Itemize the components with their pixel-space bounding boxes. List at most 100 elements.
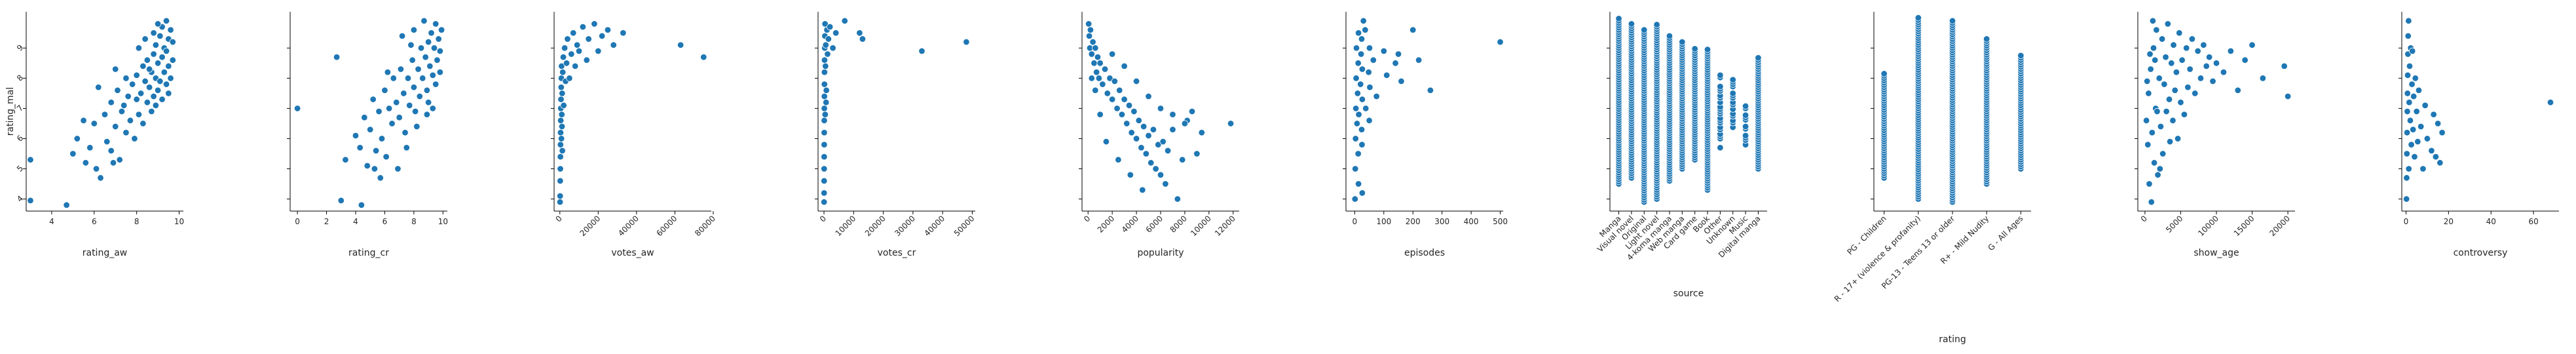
scatter-panel-popularity: 0 2000 4000 6000 8000 10000 12000 popularity xyxy=(1079,12,1239,258)
scatter-point xyxy=(413,123,420,130)
y-tick-label: 6 xyxy=(15,133,25,143)
scatter-point xyxy=(424,38,432,46)
scatter-point xyxy=(2406,98,2413,106)
scatter-point xyxy=(378,135,386,142)
scatter-point xyxy=(2404,71,2412,79)
scatter-point xyxy=(561,45,569,52)
scatter-point xyxy=(1089,38,1096,46)
scatter-point xyxy=(159,96,166,103)
scatter-point xyxy=(1949,17,1956,25)
scatter-points xyxy=(820,17,970,206)
scatter-point xyxy=(109,159,117,167)
scatter-point xyxy=(1666,32,1673,40)
scatter-point xyxy=(2182,45,2190,52)
scatter-point xyxy=(2154,171,2161,178)
scatter-point xyxy=(1354,30,1362,37)
scatter-point xyxy=(137,90,145,97)
x-tick-label: 4000 xyxy=(1120,214,1140,234)
scatter-point xyxy=(824,50,831,58)
scatter-point xyxy=(573,41,581,49)
scatter-point xyxy=(1497,38,1504,46)
scatter-point xyxy=(1132,135,1140,142)
scatter-points xyxy=(1615,15,1762,206)
scatter-point xyxy=(165,90,172,97)
scatter-point xyxy=(595,47,602,55)
scatter-point xyxy=(1116,87,1123,94)
y-tick-label: 4 xyxy=(15,194,25,204)
scatter-point xyxy=(559,90,566,97)
scatter-panel-votes-cr: 0 10000 20000 30000 40000 50000 votes_cr xyxy=(815,12,977,258)
scatter-point xyxy=(396,114,403,121)
scatter-point xyxy=(1360,17,1367,25)
scatter-point xyxy=(141,35,149,43)
scatter-point xyxy=(2171,87,2178,94)
scatter-point xyxy=(162,17,170,25)
scatter-point xyxy=(1358,126,1366,133)
scatter-point xyxy=(1121,62,1128,70)
scatter-point xyxy=(620,30,627,37)
scatter-point xyxy=(400,90,407,97)
scatter-points xyxy=(1351,17,1504,203)
x-tick-label: 4 xyxy=(49,217,54,226)
scatter-point xyxy=(820,198,828,206)
scatter-points xyxy=(27,17,176,208)
scatter-point xyxy=(377,174,384,182)
scatter-point xyxy=(821,111,829,118)
scatter-point xyxy=(563,60,570,67)
scatter-point xyxy=(1398,77,1405,85)
scatter-point xyxy=(1145,92,1152,100)
y-tick-label: 8 xyxy=(15,73,25,83)
scatter-point xyxy=(823,87,830,94)
scatter-panel-rating-aw: 4 5 6 7 8 9 4 6 8 10 rating_aw rating_mal xyxy=(5,12,184,258)
x-tick-label: 30000 xyxy=(893,214,917,238)
scatter-point xyxy=(135,45,143,52)
scatter-point xyxy=(1641,26,1648,33)
scatter-panel-controversy: 0 20 40 60 controversy xyxy=(2399,12,2559,258)
scatter-point xyxy=(381,87,388,94)
scatter-point xyxy=(2413,108,2420,115)
scatter-point xyxy=(2188,35,2196,43)
scatter-point xyxy=(1179,156,1186,163)
scatter-point xyxy=(356,144,364,151)
scatter-point xyxy=(1352,165,1359,172)
scatter-point xyxy=(409,56,416,64)
scatter-point xyxy=(342,156,349,163)
x-tick-label: 15000 xyxy=(2232,214,2256,238)
scatter-point xyxy=(856,30,863,37)
scatter-point xyxy=(1365,68,1372,76)
scatter-point xyxy=(700,53,707,61)
scatter-point xyxy=(1691,45,1698,52)
x-tick-label: 40000 xyxy=(922,214,946,238)
scatter-point xyxy=(841,17,848,25)
scatter-point xyxy=(1096,111,1104,118)
scatter-point xyxy=(73,135,81,142)
scatter-point xyxy=(2168,60,2175,67)
scatter-point xyxy=(1392,60,1399,67)
scatter-point xyxy=(821,81,828,88)
scatter-point xyxy=(1123,120,1130,127)
scatter-point xyxy=(371,165,379,172)
scatter-point xyxy=(2414,138,2421,146)
scatter-point xyxy=(1113,105,1121,112)
scatter-point xyxy=(430,45,438,52)
scatter-point xyxy=(169,56,176,64)
scatter-point xyxy=(1088,75,1095,82)
scatter-point xyxy=(821,105,828,112)
scatter-point xyxy=(333,53,341,61)
scatter-point xyxy=(2143,77,2151,85)
scatter-point xyxy=(557,135,565,142)
x-axis-label: rating_aw xyxy=(83,248,128,258)
scatter-point xyxy=(1181,120,1189,127)
scatter-point xyxy=(1880,70,1888,77)
scatter-point xyxy=(564,35,571,43)
x-axis-label: episodes xyxy=(1404,248,1445,258)
scatter-point xyxy=(2408,81,2416,88)
scatter-point xyxy=(1383,71,1391,79)
scatter-point xyxy=(2146,180,2153,187)
x-tick-label: 8 xyxy=(411,217,417,226)
scatter-point xyxy=(126,117,134,125)
scatter-point xyxy=(1354,150,1362,157)
scatter-point xyxy=(1169,111,1176,118)
scatter-point xyxy=(1115,156,1122,163)
scatter-point xyxy=(2284,92,2292,100)
